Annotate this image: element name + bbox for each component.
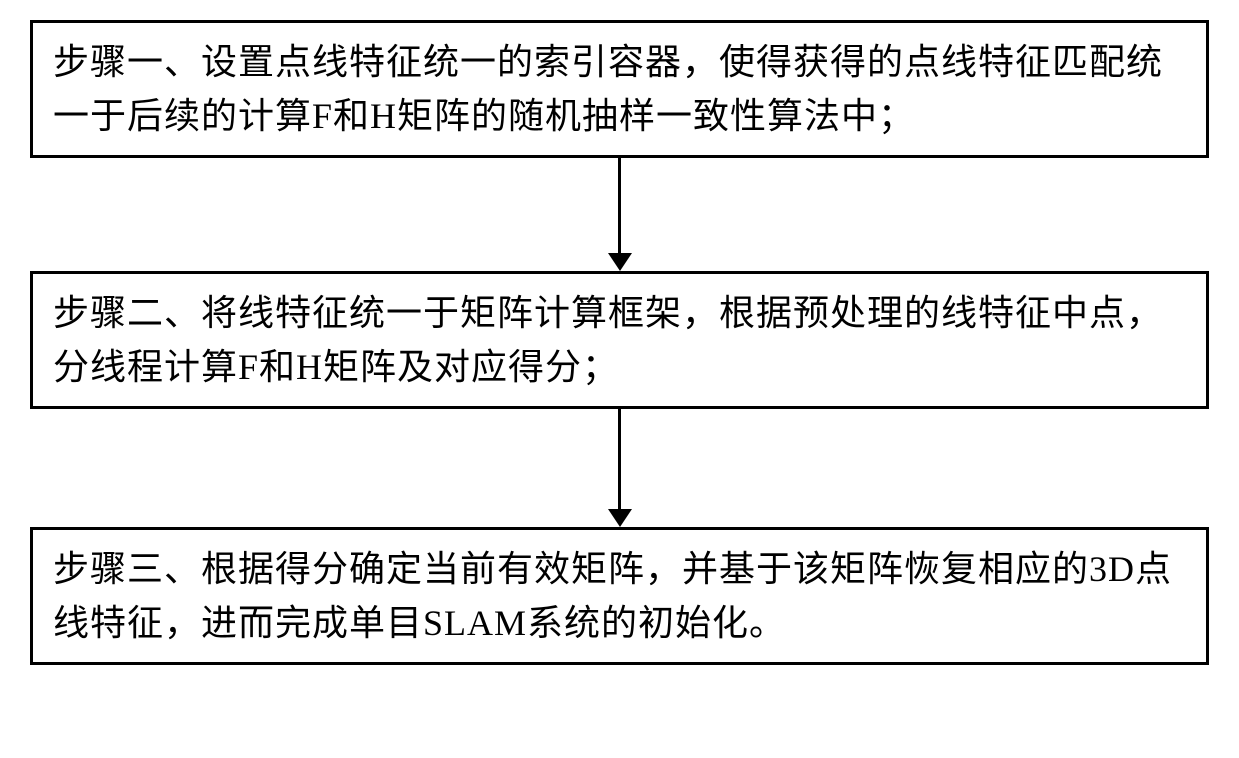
step-text-1: 步骤一、设置点线特征统一的索引容器，使得获得的点线特征匹配统一于后续的计算F和H… — [53, 42, 1163, 136]
step-box-1: 步骤一、设置点线特征统一的索引容器，使得获得的点线特征匹配统一于后续的计算F和H… — [30, 20, 1209, 158]
arrow-line-1 — [618, 158, 621, 253]
step-text-2: 步骤二、将线特征统一于矩阵计算框架，根据预处理的线特征中点，分线程计算F和H矩阵… — [53, 293, 1163, 387]
arrow-line-2 — [618, 409, 621, 509]
arrow-1 — [608, 158, 632, 271]
step-box-3: 步骤三、根据得分确定当前有效矩阵，并基于该矩阵恢复相应的3D点线特征，进而完成单… — [30, 527, 1209, 665]
arrow-2 — [608, 409, 632, 527]
arrow-head-icon-2 — [608, 509, 632, 527]
flowchart-container: 步骤一、设置点线特征统一的索引容器，使得获得的点线特征匹配统一于后续的计算F和H… — [30, 20, 1209, 665]
step-text-3: 步骤三、根据得分确定当前有效矩阵，并基于该矩阵恢复相应的3D点线特征，进而完成单… — [53, 549, 1172, 643]
step-box-2: 步骤二、将线特征统一于矩阵计算框架，根据预处理的线特征中点，分线程计算F和H矩阵… — [30, 271, 1209, 409]
arrow-head-icon-1 — [608, 253, 632, 271]
